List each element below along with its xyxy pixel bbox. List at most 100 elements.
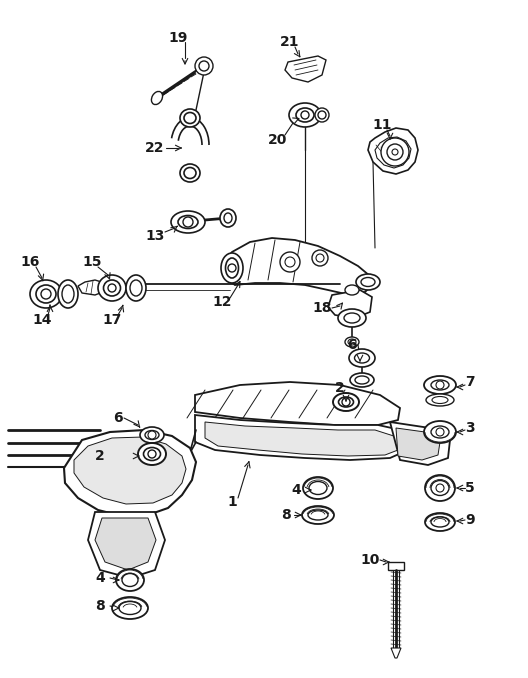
Text: 11: 11 xyxy=(372,118,392,132)
Ellipse shape xyxy=(425,513,455,531)
Polygon shape xyxy=(64,430,196,516)
Polygon shape xyxy=(285,56,326,82)
Polygon shape xyxy=(78,280,108,295)
Ellipse shape xyxy=(180,109,200,127)
Ellipse shape xyxy=(140,427,164,443)
Ellipse shape xyxy=(424,376,456,394)
Ellipse shape xyxy=(431,481,449,496)
Circle shape xyxy=(301,111,309,119)
Text: 16: 16 xyxy=(20,255,40,269)
Text: 17: 17 xyxy=(102,313,121,327)
Ellipse shape xyxy=(338,397,354,407)
Polygon shape xyxy=(195,382,400,425)
Circle shape xyxy=(285,257,295,267)
Circle shape xyxy=(183,217,193,227)
Ellipse shape xyxy=(122,574,138,586)
Polygon shape xyxy=(390,422,450,465)
Ellipse shape xyxy=(318,111,326,119)
Polygon shape xyxy=(328,290,372,318)
Ellipse shape xyxy=(58,280,78,308)
Ellipse shape xyxy=(349,349,375,367)
Circle shape xyxy=(392,149,398,155)
Circle shape xyxy=(41,289,51,299)
Ellipse shape xyxy=(431,426,449,438)
Ellipse shape xyxy=(178,216,198,228)
Ellipse shape xyxy=(126,275,146,301)
Ellipse shape xyxy=(184,113,196,123)
Ellipse shape xyxy=(431,380,449,390)
Ellipse shape xyxy=(152,92,163,104)
Ellipse shape xyxy=(171,211,205,233)
Circle shape xyxy=(148,450,156,458)
Circle shape xyxy=(387,144,403,160)
Ellipse shape xyxy=(103,280,120,296)
Circle shape xyxy=(381,138,409,166)
Ellipse shape xyxy=(296,108,314,122)
Ellipse shape xyxy=(350,373,374,387)
Text: 6: 6 xyxy=(347,338,357,352)
Ellipse shape xyxy=(345,285,359,295)
Ellipse shape xyxy=(225,258,239,278)
Circle shape xyxy=(436,381,444,389)
Text: 20: 20 xyxy=(268,133,288,147)
Text: 21: 21 xyxy=(280,35,300,49)
Polygon shape xyxy=(95,518,156,570)
Circle shape xyxy=(108,284,116,292)
Ellipse shape xyxy=(354,353,370,363)
Ellipse shape xyxy=(426,394,454,406)
Text: 14: 14 xyxy=(32,313,52,327)
Ellipse shape xyxy=(425,475,455,501)
Ellipse shape xyxy=(338,309,366,327)
Ellipse shape xyxy=(333,393,359,411)
Ellipse shape xyxy=(289,103,321,127)
Text: 6: 6 xyxy=(113,411,123,425)
Polygon shape xyxy=(368,128,418,174)
Text: 5: 5 xyxy=(465,481,475,495)
Text: 8: 8 xyxy=(95,599,105,613)
Text: 19: 19 xyxy=(168,31,187,45)
Text: 2: 2 xyxy=(335,381,345,395)
Polygon shape xyxy=(88,512,165,578)
Ellipse shape xyxy=(302,506,334,524)
Text: 13: 13 xyxy=(145,229,165,243)
Ellipse shape xyxy=(130,280,142,296)
Ellipse shape xyxy=(195,57,213,75)
Ellipse shape xyxy=(424,421,456,443)
Polygon shape xyxy=(205,422,400,456)
Ellipse shape xyxy=(432,397,448,403)
Ellipse shape xyxy=(119,601,141,614)
Polygon shape xyxy=(375,137,411,168)
Circle shape xyxy=(342,398,350,406)
Ellipse shape xyxy=(145,431,159,439)
Ellipse shape xyxy=(220,209,236,227)
Text: 2: 2 xyxy=(95,449,105,463)
Circle shape xyxy=(436,428,444,436)
Ellipse shape xyxy=(30,280,62,308)
Text: 12: 12 xyxy=(212,295,232,309)
Circle shape xyxy=(148,431,156,439)
Circle shape xyxy=(280,252,300,272)
Ellipse shape xyxy=(98,275,126,301)
Text: 15: 15 xyxy=(82,255,102,269)
Ellipse shape xyxy=(355,376,369,384)
Text: 4: 4 xyxy=(95,571,105,585)
Text: 9: 9 xyxy=(465,513,475,527)
Polygon shape xyxy=(74,437,186,504)
Text: 22: 22 xyxy=(145,141,165,155)
Text: 1: 1 xyxy=(227,495,237,509)
Ellipse shape xyxy=(309,481,327,494)
Polygon shape xyxy=(222,238,372,295)
Ellipse shape xyxy=(36,285,56,303)
Circle shape xyxy=(316,254,324,262)
Text: 18: 18 xyxy=(312,301,332,315)
Ellipse shape xyxy=(361,277,375,287)
Ellipse shape xyxy=(348,339,356,345)
Ellipse shape xyxy=(303,477,333,499)
Ellipse shape xyxy=(345,337,359,347)
Text: 7: 7 xyxy=(465,375,475,389)
Circle shape xyxy=(312,250,328,266)
Polygon shape xyxy=(396,428,440,460)
Ellipse shape xyxy=(138,443,166,465)
Ellipse shape xyxy=(184,167,196,178)
Text: 8: 8 xyxy=(281,508,291,522)
